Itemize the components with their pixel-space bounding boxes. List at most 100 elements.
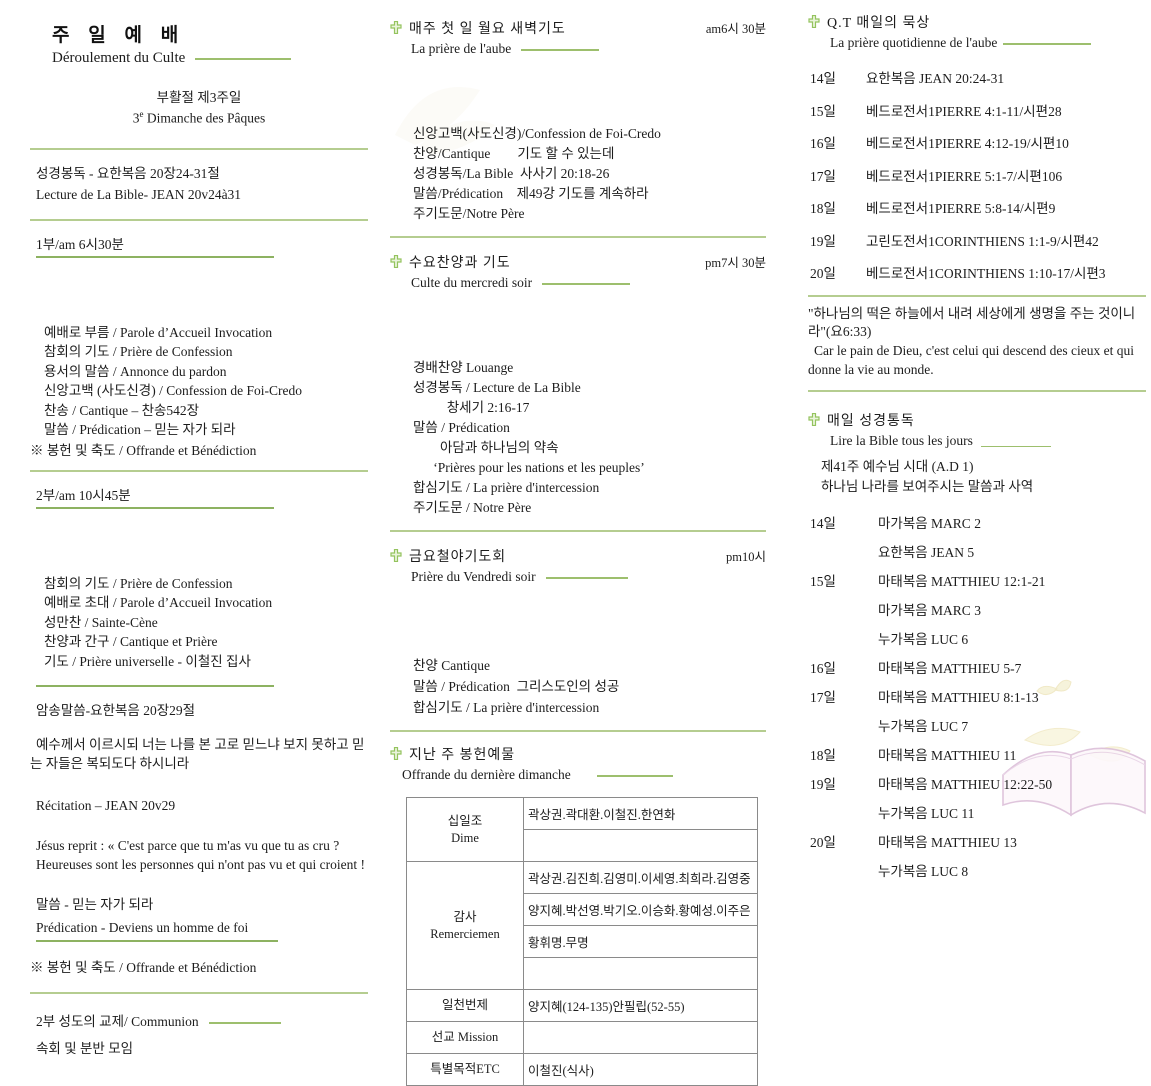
offering-header: 지난 주 봉헌예물 xyxy=(390,744,766,764)
divider xyxy=(808,294,1146,297)
communion-sub-line: 속회 및 분반 모임 xyxy=(36,1040,134,1056)
dawn-prayer-time: am6시 30분 xyxy=(705,22,766,36)
qt-day: 14일 xyxy=(810,71,836,86)
reading-week: 제41주 예수님 시대 (A.D 1) 하나님 나라를 보여주시는 말씀과 사역 xyxy=(821,457,1151,498)
divider xyxy=(390,730,766,732)
easter-week-fr: 3e Dimanche des Pâques xyxy=(132,108,266,126)
dime-label-cell: 십일조 Dime xyxy=(406,797,524,862)
qt-row: 16일 베드로전서1PIERRE 4:12-19/시편10 xyxy=(800,132,1151,152)
offering-benediction-line: ※ 봉헌 및 축도 / Offrande et Bénédiction xyxy=(30,960,257,976)
cross-icon xyxy=(390,747,402,760)
offering-table: 십일조 Dime 곽상권.곽대환.이철진.한연화 감사 Remerciemen … xyxy=(406,797,758,1086)
reading-row: 16일 마태복음 MATTHIEU 5-7 xyxy=(800,657,1151,677)
thanks-value-cell: 황휘명.무명 xyxy=(523,925,758,958)
table-row: 감사 Remerciemen 곽상권.김진희.김영미.이세영.최희라.김영중 xyxy=(406,861,758,990)
service1-title: 1부/am 6시30분 xyxy=(36,233,274,259)
reading-text: 마태복음 MATTHIEU 12:1-21 xyxy=(878,573,1046,589)
reading-day: 19일 xyxy=(810,776,836,792)
reading-row: 17일 마태복음 MATTHIEU 8:1-13 xyxy=(800,686,1151,706)
reading-day xyxy=(800,860,878,880)
service-line: 주기도문/Notre Père xyxy=(413,206,525,221)
dash-line xyxy=(521,48,600,51)
reading-day: 16일 xyxy=(810,660,836,676)
title-dash-line xyxy=(195,57,292,60)
reading-text: 요한복음 JEAN 5 xyxy=(878,544,975,560)
sermon-title-fr: Prédication - Deviens un homme de foi xyxy=(36,920,278,943)
service1-offering-line: ※ 봉헌 및 축도 / Offrande et Bénédiction xyxy=(30,442,257,458)
qt-text: 베드로전서1PIERRE 4:1-11/시편28 xyxy=(866,103,1062,119)
service-line: 경배찬양 Louange xyxy=(413,360,514,375)
friday-prayer-lines: 찬양 Cantique 말씀 / Prédication 그리스도인의 성공 합심기… xyxy=(390,592,766,718)
mission-value-cell xyxy=(523,1021,758,1054)
reading-text: 마가복음 MARC 2 xyxy=(878,515,981,531)
thanks-value-cell xyxy=(523,957,758,990)
bible-reading-ko: 성경봉독 - 요한복음 20장24-31절 xyxy=(36,166,220,182)
friday-prayer-time: pm10시 xyxy=(726,550,766,564)
cross-icon xyxy=(390,21,402,34)
reading-text: 누가복음 LUC 8 xyxy=(878,863,969,879)
qt-row: 18일 베드로전서1PIERRE 5:8-14/시편9 xyxy=(800,197,1151,217)
mission-label-cell: 선교 Mission xyxy=(406,1021,524,1054)
reading-text: 마태복음 MATTHIEU 13 xyxy=(878,834,1017,850)
dash-line xyxy=(542,282,631,285)
service-line: 찬송 / Cantique – 찬송542장 xyxy=(44,402,200,418)
offering-title: 지난 주 봉헌예물 xyxy=(409,748,516,763)
reading-row: 누가복음 LUC 7 xyxy=(800,715,1151,735)
service-line: 신앙고백(사도신경)/Confession de Foi-Credo xyxy=(413,126,661,141)
qt-row: 14일 요한복음 JEAN 20:24-31 xyxy=(800,67,1151,87)
communion-line: 2부 성도의 교제/ Communion xyxy=(36,1010,368,1030)
qt-row: 17일 베드로전서1PIERRE 5:1-7/시편106 xyxy=(800,165,1151,185)
short-divider xyxy=(36,685,274,688)
friday-prayer-title: 금요철야기도회 xyxy=(409,550,507,565)
qt-text: 요한복음 JEAN 20:24-31 xyxy=(866,71,1005,86)
qt-text: 고린도전서1CORINTHIENS 1:1-9/시편42 xyxy=(866,233,1099,249)
service-line: 말씀/Prédication 제49강 기도를 계속하라 xyxy=(413,186,649,201)
friday-prayer-subtitle: Prière du Vendredi soir xyxy=(411,569,766,585)
thanks-value-cell: 곽상권.김진희.김영미.이세영.최희라.김영중 xyxy=(523,861,758,894)
wednesday-service-title: 수요찬양과 기도 xyxy=(409,256,511,271)
reading-text: 누가복음 LUC 7 xyxy=(878,718,969,734)
dime-value-cell xyxy=(523,829,758,862)
reading-text: 마태복음 MATTHIEU 12:22-50 xyxy=(878,776,1053,792)
reading-row: 누가복음 LUC 6 xyxy=(800,628,1151,648)
divider xyxy=(390,530,766,532)
qt-day: 15일 xyxy=(810,103,836,119)
bible-reading-fr: Lecture de La Bible- JEAN 20v24à31 xyxy=(36,187,242,203)
wednesday-service-subtitle: Culte du mercredi soir xyxy=(411,275,766,291)
qt-row: 15일 베드로전서1PIERRE 4:1-11/시편28 xyxy=(800,100,1151,120)
qt-subtitle: La prière quotidienne de l'aube xyxy=(830,35,1151,51)
qt-header: Q.T 매일의 묵상 xyxy=(800,12,1151,32)
reading-text: 누가복음 LUC 11 xyxy=(878,805,975,821)
dash-line xyxy=(1003,42,1092,45)
service-line: 예배로 초대 / Parole d’Accueil Invocation xyxy=(44,595,273,611)
reading-row: 누가복음 LUC 11 xyxy=(800,802,1151,822)
reading-row: 15일 마태복음 MATTHIEU 12:1-21 xyxy=(800,570,1151,590)
cross-icon xyxy=(390,549,402,562)
sunday-subtitle: 부활절 제3주일 3e Dimanche des Pâques xyxy=(30,89,368,128)
ilcheon-value-cell: 양지혜(124-135)안필립(52-55) xyxy=(523,989,758,1022)
weekly-verse-fr: Car le pain de Dieu, c'est celui qui des… xyxy=(808,343,1134,378)
communion-dash-line xyxy=(208,1021,281,1024)
service-line: 성만찬 / Sainte-Cène xyxy=(44,614,158,630)
reading-row: 요한복음 JEAN 5 xyxy=(800,541,1151,561)
wednesday-service-header: 수요찬양과 기도 pm7시 30분 xyxy=(390,252,766,272)
cross-icon xyxy=(808,15,820,28)
qt-day: 17일 xyxy=(810,168,836,184)
service-line: 말씀 / Prédication 그리스도인의 성공 xyxy=(413,679,620,694)
dawn-prayer-lines: 신앙고백(사도신경)/Confession de Foi-Credo 찬양/Can… xyxy=(390,64,766,224)
service-line: 말씀 / Prédication xyxy=(413,420,510,435)
dash-line xyxy=(980,446,1051,448)
qt-text: 베드로전서1PIERRE 5:8-14/시편9 xyxy=(866,201,1056,216)
reading-text: 마태복음 MATTHIEU 11 xyxy=(878,747,1017,763)
service-line: 창세기 2:16-17 xyxy=(413,400,530,415)
reading-day xyxy=(800,715,878,735)
service-line: 기도 / Prière universelle - 이철진 집사 xyxy=(44,653,251,669)
dawn-prayer-subtitle: La prière de l'aube xyxy=(411,41,766,57)
qt-text: 베드로전서1CORINTHIENS 1:10-17/시편3 xyxy=(866,266,1106,281)
left-column: 주 일 예 배 Déroulement du Culte 부활절 제3주일 3e… xyxy=(30,0,368,1057)
reading-text: 누가복음 LUC 6 xyxy=(878,631,969,647)
reading-list: 14일 마가복음 MARC 2 요한복음 JEAN 5 15일 마태복음 MAT… xyxy=(800,512,1151,880)
service2-title: 2부/am 10시45분 xyxy=(36,484,274,510)
middle-column: 매주 첫 일 월요 새벽기도 am6시 30분 La prière de l'a… xyxy=(390,0,766,1086)
service-line: 말씀 / Prédication – 믿는 자가 되라 xyxy=(44,422,236,438)
